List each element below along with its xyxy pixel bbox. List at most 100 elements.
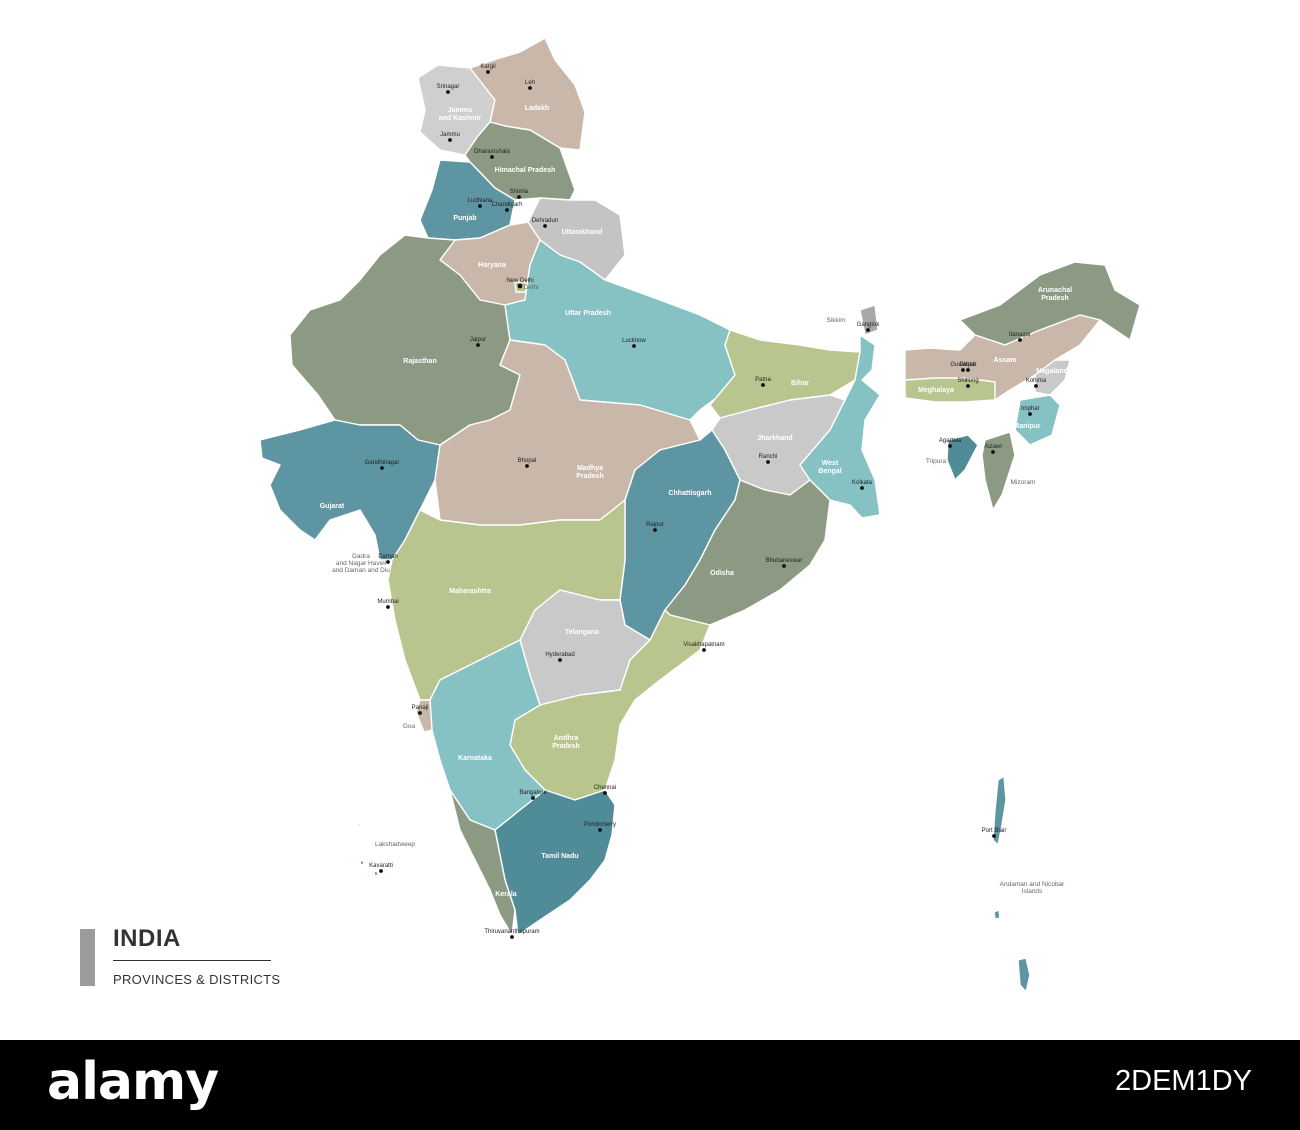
city-label: Agartala xyxy=(939,438,962,444)
state-kerala xyxy=(449,789,516,936)
city-label: Leh xyxy=(525,80,535,86)
city-label: Bhubaneswar xyxy=(766,558,803,564)
city-label: Kargil xyxy=(480,64,495,70)
state-label-madhya-pradesh: Madhya Pradesh xyxy=(576,465,604,480)
city-marker xyxy=(966,368,970,372)
state-goa xyxy=(415,699,433,733)
state-meghalaya xyxy=(904,377,996,403)
city-label: Lucknow xyxy=(622,338,646,344)
city-marker xyxy=(543,224,547,228)
city-label: Mumbai xyxy=(377,599,398,605)
city-label: Raipur xyxy=(646,522,664,528)
city-label: Bhopal xyxy=(518,458,537,464)
state-label-kerala: Kerala xyxy=(495,891,517,898)
outside-label: Lakshadweep xyxy=(375,841,415,848)
city-marker xyxy=(603,791,607,795)
state-label-tamil-nadu: Tamil Nadu xyxy=(541,853,578,860)
city-label: Aizawl xyxy=(984,444,1001,450)
city-label: Srinagar xyxy=(437,84,460,90)
city-label: Chennai xyxy=(594,785,616,791)
city-label: Bangalore xyxy=(519,790,547,796)
city-marker xyxy=(528,86,532,90)
state-mizoram xyxy=(981,431,1016,511)
city-marker xyxy=(525,464,529,468)
state-labels-layer: Jammu and Kashmir Ladakh Himachal Pradesh Pu… xyxy=(320,105,1072,898)
city-label: Port Blair xyxy=(982,828,1007,834)
state-label-west-bengal: West Bengal xyxy=(818,460,841,475)
city-label: Hyderabad xyxy=(545,652,574,658)
city-marker xyxy=(948,444,952,448)
city-marker xyxy=(517,195,521,199)
state-label-bihar: Bihar xyxy=(791,380,809,387)
state-label-haryana: Haryana xyxy=(478,262,506,269)
legend-title: INDIA xyxy=(113,925,181,952)
state-lakshadweep xyxy=(356,822,379,877)
city-label: Daman xyxy=(378,554,397,560)
outside-label: Andaman and Nicobar Islands xyxy=(1000,881,1066,895)
india-map: Jammu and Kashmir Ladakh Himachal Pradesh Pu… xyxy=(259,37,1141,993)
state-karnataka xyxy=(429,639,546,831)
city-marker xyxy=(860,486,864,490)
city-label: Shillong xyxy=(957,378,978,384)
city-marker xyxy=(558,658,562,662)
state-west-bengal xyxy=(799,334,881,519)
city-label: Gangtok xyxy=(857,322,881,328)
city-marker xyxy=(782,564,786,568)
state-label-maharashtra: Maharashtra xyxy=(449,588,491,595)
outside-label: Dadra and Nagar Haveli and Daman and Diu xyxy=(332,553,390,574)
city-marker xyxy=(1034,384,1038,388)
city-marker xyxy=(448,138,452,142)
city-marker xyxy=(1018,338,1022,342)
city-marker xyxy=(653,528,657,532)
city-label: Kavaratti xyxy=(369,863,393,869)
city-marker xyxy=(632,344,636,348)
state-label-telangana: Telangana xyxy=(565,629,599,636)
outside-label: Goa xyxy=(403,723,416,730)
state-label-gujarat: Gujarat xyxy=(320,503,345,510)
city-label: Shimla xyxy=(510,189,529,195)
city-label: Kolkata xyxy=(852,480,873,486)
city-label: Guwahati xyxy=(950,362,975,368)
map-legend: INDIA PROVINCES & DISTRICTS xyxy=(80,925,320,995)
city-label: Itanagar xyxy=(1009,332,1031,338)
state-label-rajasthan: Rajasthan xyxy=(403,358,436,365)
city-marker xyxy=(531,796,535,800)
city-label: Jaipur xyxy=(470,337,486,343)
city-marker xyxy=(486,70,490,74)
city-label: Kohima xyxy=(1026,378,1047,384)
city-marker xyxy=(761,383,765,387)
city-marker xyxy=(517,283,523,289)
city-label: Gandhinagar xyxy=(365,460,400,466)
state-label-meghalaya: Meghalaya xyxy=(918,387,954,394)
state-label-assam: Assam xyxy=(994,357,1017,364)
city-label: Chandigarh xyxy=(491,202,522,208)
city-label: Dharamshala xyxy=(474,149,510,155)
state-label-uttarakhand: Uttarakhand xyxy=(562,229,603,236)
city-marker xyxy=(490,155,494,159)
state-manipur xyxy=(1014,394,1061,446)
city-marker xyxy=(380,466,384,470)
city-label: Dehradun xyxy=(532,218,558,224)
city-marker xyxy=(966,384,970,388)
city-label: Visakhapatnam xyxy=(683,642,724,648)
cities-layer: Kargil Leh Srinagar Jammu Dharamshala Shimla L… xyxy=(365,64,1047,939)
outside-label: Tripura xyxy=(926,458,947,465)
state-label-punjab: Punjab xyxy=(453,215,476,222)
city-label: Pondicherry xyxy=(584,822,616,828)
legend-color-bar xyxy=(80,929,95,986)
city-marker xyxy=(386,560,390,564)
state-label-nagaland: Nagaland xyxy=(1036,368,1068,375)
legend-divider xyxy=(113,960,271,961)
states-layer xyxy=(259,37,1141,993)
city-label: Panaji xyxy=(412,705,429,711)
city-marker xyxy=(379,869,383,873)
city-marker xyxy=(1028,412,1032,416)
city-label: Ranchi xyxy=(759,454,778,460)
watermark-logo: alamy xyxy=(47,1052,219,1112)
state-label-chhattisgarh: Chhattisgarh xyxy=(668,490,711,497)
state-label-jammu-kashmir: Jammu and Kashmir xyxy=(439,107,482,122)
city-marker xyxy=(992,834,996,838)
outside-label: Sikkim xyxy=(826,317,845,324)
city-marker xyxy=(446,90,450,94)
city-marker xyxy=(386,605,390,609)
